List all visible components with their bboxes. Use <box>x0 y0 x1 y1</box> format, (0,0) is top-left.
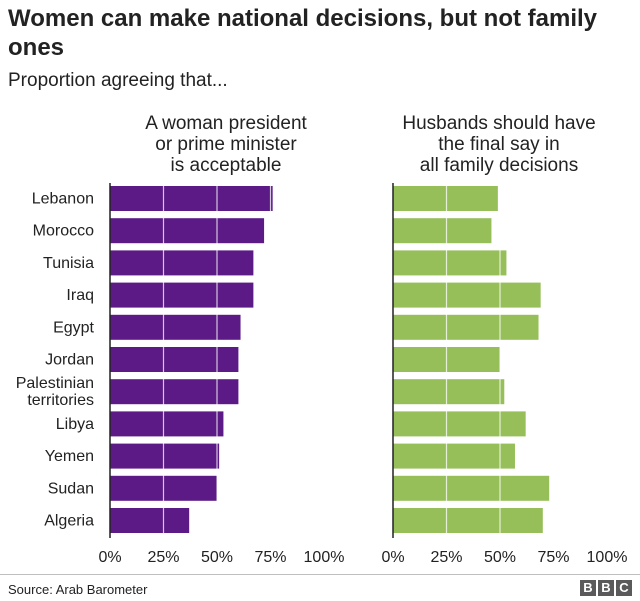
category-label-6: Jordan <box>45 352 94 369</box>
chart-title: Women can make national decisions, but n… <box>8 5 598 61</box>
tick-label-2-4: 75% <box>537 549 569 566</box>
footer: Source: Arab Barometer B B C <box>0 574 640 601</box>
bar-2-7 <box>393 379 505 405</box>
category-label-1: Lebanon <box>32 191 94 208</box>
tick-label-2-1: 0% <box>381 549 404 566</box>
panel-title-2-line-2: the final say in <box>438 134 559 155</box>
bbc-logo-letter-1: B <box>580 580 596 596</box>
source-note: Source: Arab Barometer <box>8 582 148 597</box>
bar-1-2 <box>110 218 265 244</box>
category-label-7-line-1: Palestinian <box>16 375 94 392</box>
bar-1-8 <box>110 411 224 437</box>
panel-title-2-line-3: all family decisions <box>420 155 578 176</box>
category-label-3: Tunisia <box>43 255 94 272</box>
bar-2-5 <box>393 314 539 340</box>
bar-2-11 <box>393 508 543 533</box>
bbc-logo-letter-3: C <box>616 580 632 596</box>
bar-2-3 <box>393 250 507 276</box>
category-label-11: Algeria <box>44 513 94 530</box>
category-label-2: Morocco <box>33 223 94 240</box>
tick-label-2-2: 25% <box>430 549 462 566</box>
tick-label-2-5: 100% <box>587 549 628 566</box>
bar-1-5 <box>110 314 241 340</box>
bar-1-1 <box>110 186 273 211</box>
panel-title-1-line-1: A woman president <box>145 113 307 134</box>
bar-1-4 <box>110 282 254 308</box>
bar-2-4 <box>393 282 541 308</box>
bar-2-2 <box>393 218 492 244</box>
tick-label-2-3: 50% <box>484 549 516 566</box>
panel-title-2-line-1: Husbands should have <box>402 113 595 134</box>
panel-title-1-line-2: or prime minister <box>155 134 297 155</box>
category-label-9: Yemen <box>45 448 94 465</box>
category-label-10: Sudan <box>48 480 94 497</box>
tick-label-1-4: 75% <box>254 549 286 566</box>
category-label-5: Egypt <box>53 319 94 336</box>
bar-2-10 <box>393 475 550 501</box>
bbc-logo-letter-2: B <box>598 580 614 596</box>
bar-1-3 <box>110 250 254 276</box>
tick-label-1-5: 100% <box>304 549 345 566</box>
tick-label-1-3: 50% <box>201 549 233 566</box>
tick-label-1-1: 0% <box>98 549 121 566</box>
category-label-4: Iraq <box>66 287 94 304</box>
tick-label-1-2: 25% <box>147 549 179 566</box>
bar-2-8 <box>393 411 526 437</box>
bar-1-7 <box>110 379 239 405</box>
category-label-8: Libya <box>56 416 94 433</box>
chart-subtitle: Proportion agreeing that... <box>8 70 228 91</box>
category-label-7-line-2: territories <box>27 392 94 409</box>
bar-2-9 <box>393 443 515 469</box>
bar-1-9 <box>110 443 220 469</box>
bbc-logo: B B C <box>580 580 632 596</box>
bar-2-1 <box>393 186 498 211</box>
panel-title-1-line-3: is acceptable <box>171 155 282 176</box>
bar-1-11 <box>110 508 190 533</box>
bar-1-6 <box>110 347 239 372</box>
